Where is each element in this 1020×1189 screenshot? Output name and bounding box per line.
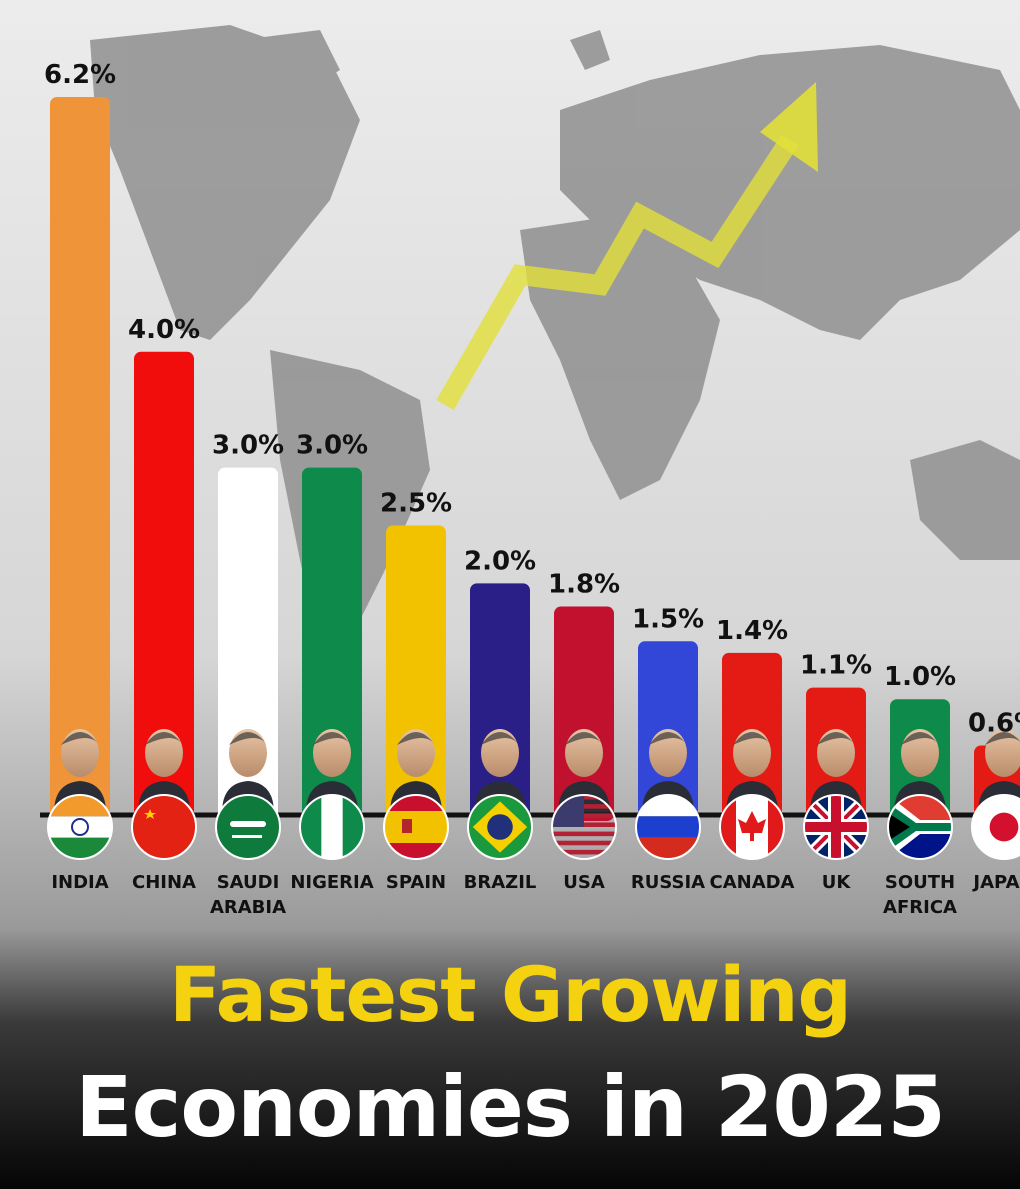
value-label-south-africa: 1.0% [884,662,956,692]
chart-title-line-2: Economies in 2025 [75,1058,946,1156]
tick-label-brazil: BRAZIL [464,872,537,893]
nigeria-flag-icon [300,795,364,859]
south-africa-flag-icon [888,795,952,859]
china-flag-icon [132,795,196,859]
tick-label-canada: CANADA [709,872,794,893]
tick-label-south-africa: AFRICA [883,897,957,918]
value-label-russia: 1.5% [632,604,704,634]
tick-label-russia: RUSSIA [631,872,705,893]
tick-label-saudi-arabia: SAUDI [217,872,280,893]
value-label-saudi-arabia: 3.0% [212,431,284,461]
tick-label-nigeria: NIGERIA [290,872,373,893]
brazil-flag-icon [468,795,532,859]
bar-saudi-arabia [218,467,278,821]
bar-india [50,97,110,821]
value-label-canada: 1.4% [716,616,788,646]
saudi-arabia-flag-icon [216,795,280,859]
tick-label-usa: USA [563,872,605,893]
value-label-spain: 2.5% [380,488,452,518]
value-label-india: 6.2% [44,60,116,90]
value-label-japan: 0.6% [968,709,1020,739]
tick-label-south-africa: SOUTH [885,872,955,893]
spain-flag-icon [384,795,448,859]
upward-trend-arrow-icon [436,82,818,410]
value-label-nigeria: 3.0% [296,431,368,461]
value-label-brazil: 2.0% [464,546,536,576]
tick-label-spain: SPAIN [386,872,446,893]
tick-label-india: INDIA [51,872,108,893]
value-label-uk: 1.1% [800,651,872,681]
bar-china [134,351,194,821]
tick-label-china: CHINA [132,872,196,893]
uk-flag-icon [804,795,868,859]
value-label-usa: 1.8% [548,570,620,600]
chart-title-line-1: Fastest Growing [169,950,852,1039]
tick-label-uk: UK [822,872,852,893]
bar-nigeria [302,467,362,821]
tick-label-saudi-arabia: ARABIA [210,897,286,918]
tick-label-japan: JAPAN [971,872,1020,893]
value-label-china: 4.0% [128,315,200,345]
